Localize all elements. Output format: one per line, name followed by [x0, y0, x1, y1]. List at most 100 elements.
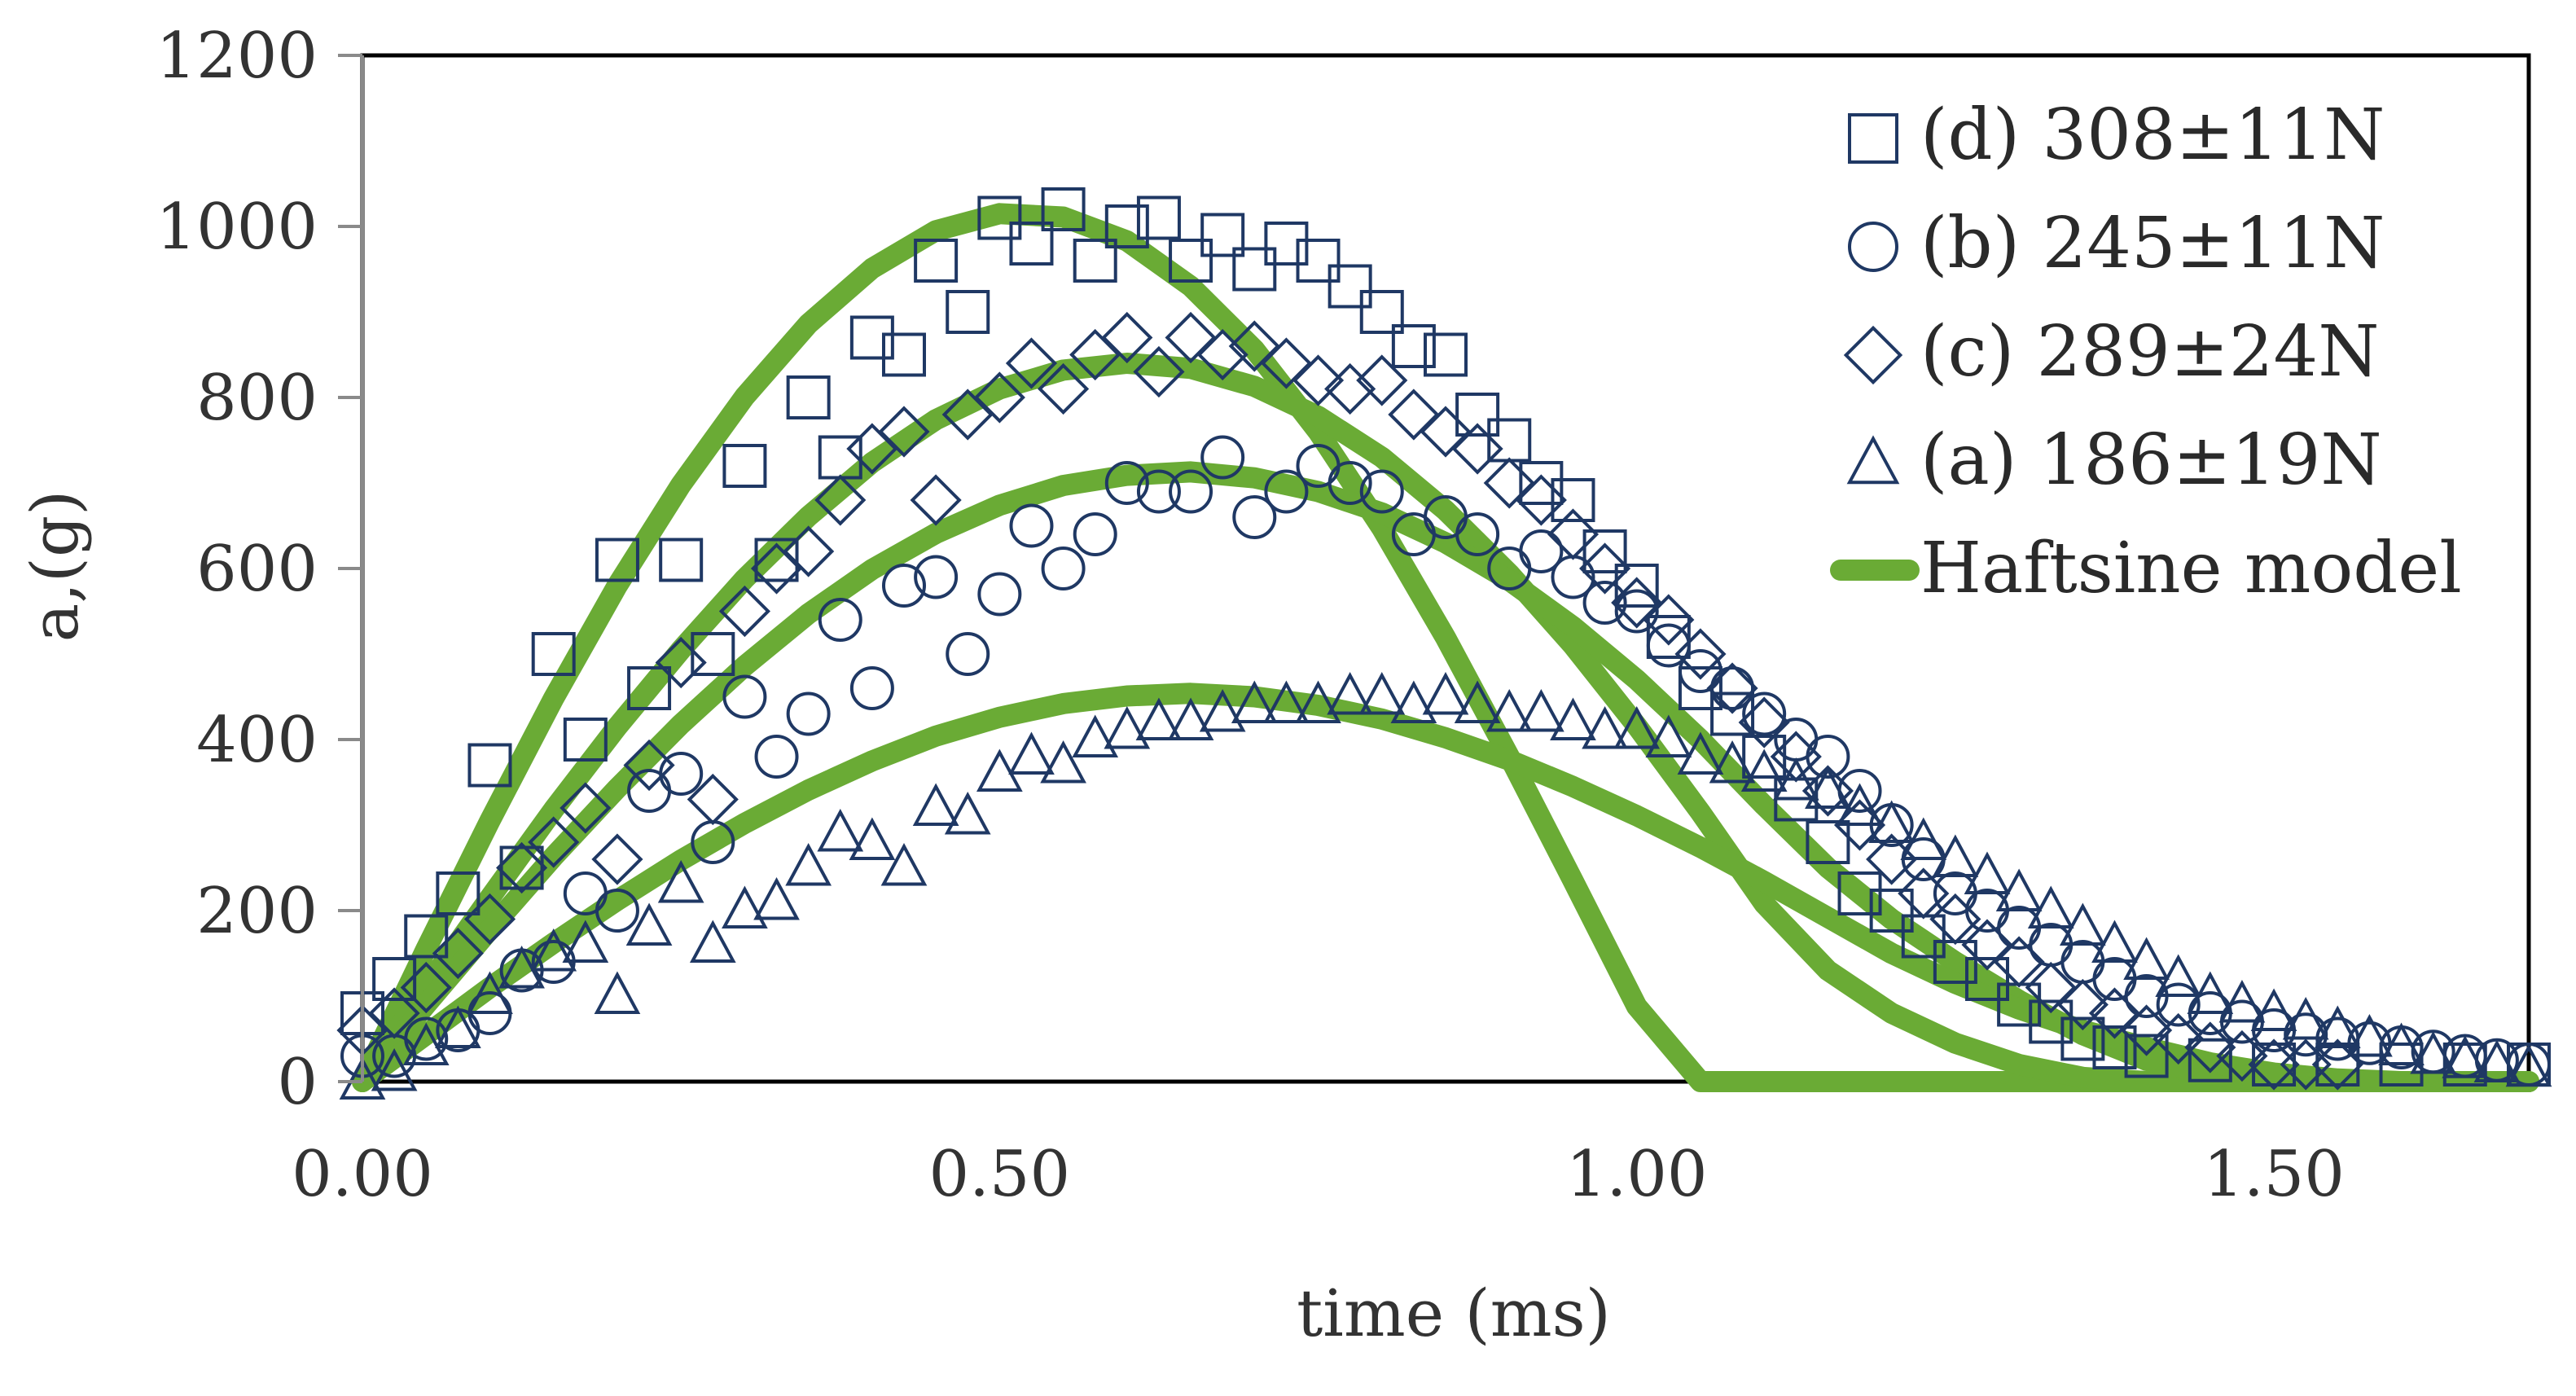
diamond-point: [528, 816, 580, 868]
square-point: [882, 332, 926, 377]
x-tick-label: 0.00: [292, 1138, 433, 1211]
square-point: [1391, 324, 1436, 368]
triangle-point: [944, 792, 991, 835]
circle-point: [946, 632, 990, 676]
square-point: [563, 718, 608, 762]
circle-point: [1359, 469, 1404, 514]
circle-point: [882, 564, 926, 608]
y-tick-label: 1000: [156, 191, 318, 264]
legend-label: (b) 245±11N: [1920, 203, 2385, 284]
square-point: [914, 239, 959, 283]
y-tick-label: 0: [277, 1046, 318, 1119]
circle-point: [754, 735, 799, 779]
circle-point: [1200, 435, 1245, 480]
triangle-point: [817, 809, 864, 852]
diamond-point: [560, 782, 612, 834]
triangle-point: [689, 920, 736, 963]
square-point: [691, 632, 735, 676]
diamond-point: [687, 773, 739, 826]
square-point: [372, 957, 417, 1001]
triangle-point: [2473, 1039, 2521, 1082]
triangle-point: [1072, 714, 1119, 757]
diamond-point: [1101, 311, 1153, 364]
legend-marker-triangle: [1846, 435, 1900, 485]
square-point: [1296, 239, 1341, 283]
diamond-point: [1611, 577, 1663, 629]
square-point: [627, 666, 672, 710]
y-tick-label: 600: [196, 533, 318, 606]
triangle-point: [498, 946, 545, 989]
triangle-point: [2250, 988, 2297, 1031]
triangle-point: [1868, 800, 1916, 843]
triangle-point: [657, 860, 704, 903]
circle-point: [659, 752, 704, 796]
diamond-point: [1770, 731, 1822, 783]
square-point: [722, 444, 767, 488]
triangle-point: [2314, 1005, 2361, 1048]
square-point: [1327, 264, 1372, 309]
triangle-point: [722, 885, 768, 928]
square-point: [404, 914, 449, 959]
legend-marker-diamond: [1843, 325, 1903, 385]
square-point: [2252, 1043, 2297, 1087]
plot-frame: [360, 53, 2531, 1084]
square-point: [1073, 239, 1117, 283]
y-tick-label: 1200: [156, 20, 318, 93]
circle-point: [977, 572, 1022, 617]
square-point: [1837, 871, 1882, 915]
triangle-point: [2378, 1022, 2425, 1065]
square-point: [1965, 957, 2009, 1001]
diamond-point: [718, 585, 770, 638]
triangle-point: [2123, 937, 2170, 980]
circle-point: [1041, 547, 1086, 590]
circle-point: [2284, 1012, 2328, 1057]
square-point: [786, 375, 831, 419]
triangle-point: [339, 1056, 386, 1100]
diamond-point: [591, 833, 643, 885]
circle-point: [1742, 691, 1787, 736]
diamond-point: [463, 893, 516, 946]
triangle-point: [1040, 740, 1086, 784]
triangle-point: [434, 1005, 481, 1048]
triangle-point: [2027, 885, 2074, 928]
circle-point: [722, 674, 767, 719]
circle-point: [1646, 623, 1691, 668]
square-point: [467, 743, 512, 788]
triangle-point: [1422, 672, 1469, 715]
diamond-point: [2056, 978, 2109, 1031]
diamond-point: [1961, 919, 2013, 971]
square-point: [2029, 999, 2074, 1044]
diamond-point: [432, 927, 484, 980]
square-point: [659, 538, 704, 582]
triangle-point: [530, 928, 577, 972]
circle-point: [1104, 461, 1149, 505]
diamond-point: [2153, 1012, 2205, 1065]
triangle-point: [2059, 902, 2106, 946]
circle-point: [1455, 512, 1500, 556]
square-point: [1678, 666, 1722, 710]
triangle-point: [2410, 1031, 2457, 1074]
square-point: [1200, 213, 1245, 257]
triangle-point: [1295, 680, 1341, 723]
square-point: [595, 538, 639, 582]
square-point: [849, 315, 894, 360]
y-tick-label: 400: [196, 704, 318, 777]
triangle-point: [1327, 672, 1374, 715]
triangle-point: [1167, 697, 1214, 740]
legend-label: Haftsine model: [1920, 528, 2462, 609]
circle-point: [1169, 469, 1213, 514]
circle-point: [914, 555, 959, 599]
triangle-point: [2091, 920, 2138, 963]
square-point: [2188, 1038, 2232, 1082]
triangle-point: [2442, 1035, 2489, 1078]
triangle-point: [2218, 980, 2266, 1023]
diamond-point: [1515, 474, 1567, 526]
circle-point: [1009, 503, 1054, 548]
diamond-point: [1292, 354, 1345, 406]
square-point: [1806, 820, 1850, 864]
diamond-point: [2088, 987, 2141, 1039]
square-point: [1710, 691, 1755, 736]
square-point: [1359, 290, 1404, 334]
triangle-point: [1550, 697, 1596, 740]
circle-point: [1264, 469, 1309, 514]
